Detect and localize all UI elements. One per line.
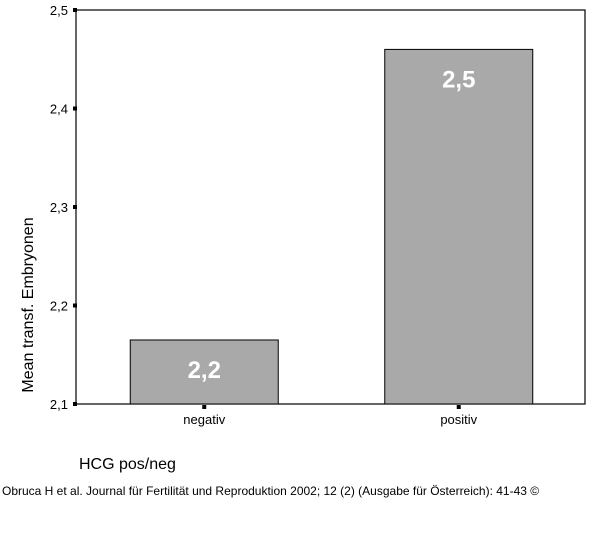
y-tick-mark xyxy=(73,303,77,308)
y-tick-mark xyxy=(73,106,77,111)
bar-value-label: 2,5 xyxy=(442,66,475,93)
y-tick-label: 2,1 xyxy=(50,397,68,412)
y-tick-mark xyxy=(73,8,77,12)
x-tick-label: positiv xyxy=(440,412,477,427)
y-tick-label: 2,3 xyxy=(50,200,68,215)
bar-chart: 2,1 2,2 2,3 2,4 2,5 negativ positiv 2,2 2,5 Me… xyxy=(20,3,586,473)
y-axis-ticks: 2,1 2,2 2,3 2,4 2,5 xyxy=(50,3,77,412)
x-tick-label: negativ xyxy=(183,412,225,427)
x-tick-mark xyxy=(456,405,461,409)
bars: 2,2 2,5 xyxy=(129,48,534,405)
source-citation: Obruca H et al. Journal für Fertilität u… xyxy=(2,484,540,498)
x-axis-title: HCG pos/neg xyxy=(79,456,176,473)
y-tick-label: 2,2 xyxy=(50,299,68,314)
bar-negativ xyxy=(129,339,279,405)
y-tick-mark xyxy=(73,205,77,209)
y-tick-label: 2,4 xyxy=(50,102,68,117)
x-axis-ticks: negativ positiv xyxy=(183,405,478,427)
bar-positiv xyxy=(384,48,534,405)
bar-value-label: 2,2 xyxy=(188,357,221,384)
y-axis-title: Mean transf. Embryonen xyxy=(20,217,37,392)
y-tick-label: 2,5 xyxy=(50,3,68,18)
y-tick-mark xyxy=(73,402,77,406)
x-tick-mark xyxy=(202,405,207,409)
